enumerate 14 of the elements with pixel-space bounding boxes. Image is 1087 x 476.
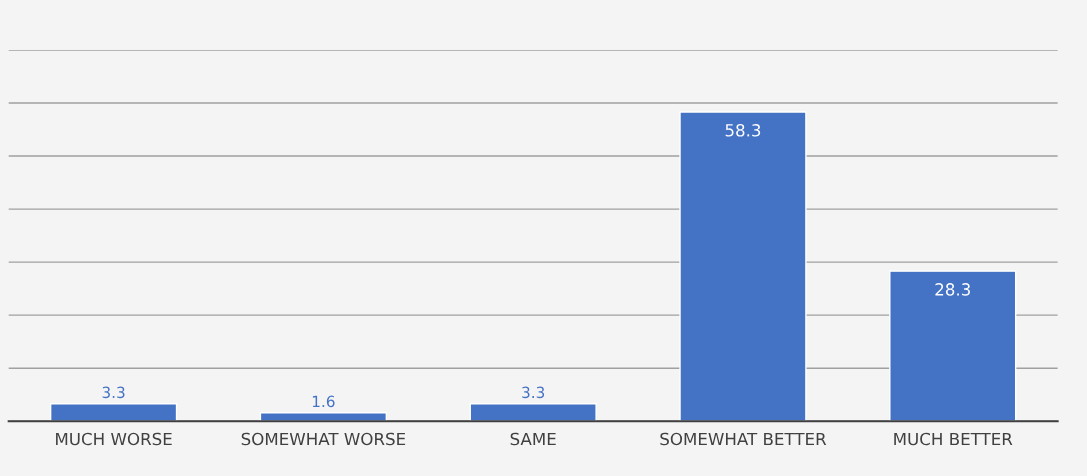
data-label: 58.3 bbox=[725, 124, 761, 137]
bar bbox=[889, 270, 1017, 422]
x-tick-label: SOMEWHAT BETTER bbox=[660, 432, 827, 446]
bar bbox=[679, 111, 807, 422]
x-tick-label: MUCH WORSE bbox=[56, 432, 172, 446]
bar bbox=[49, 403, 178, 422]
bar bbox=[469, 403, 597, 422]
data-label: 3.3 bbox=[102, 386, 125, 399]
x-tick-label: SOMEWHAT WORSE bbox=[241, 432, 406, 446]
x-tick-label: SAME bbox=[510, 432, 556, 446]
data-label: 1.6 bbox=[312, 395, 335, 408]
data-label: 3.3 bbox=[522, 386, 545, 399]
data-label: 28.3 bbox=[935, 283, 970, 296]
x-tick-label: MUCH BETTER bbox=[894, 432, 1013, 446]
